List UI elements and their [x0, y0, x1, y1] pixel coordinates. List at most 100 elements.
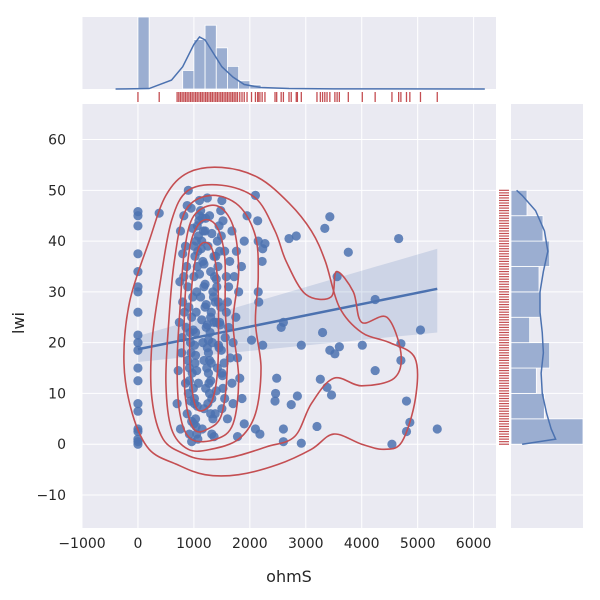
x-histogram-bar	[204, 24, 217, 90]
kde-contour-line	[182, 218, 229, 433]
y-tick-label: 10	[48, 386, 66, 402]
data-point	[296, 438, 306, 448]
kde-contour-line	[149, 183, 403, 461]
data-point	[272, 373, 282, 383]
x-tick-label: 1000	[176, 536, 212, 552]
kde-contour-line	[188, 241, 220, 412]
data-point	[216, 302, 226, 312]
data-point	[220, 332, 230, 343]
data-point	[325, 345, 335, 355]
data-point	[133, 207, 143, 217]
data-point	[291, 231, 301, 241]
data-point	[257, 256, 267, 267]
y-histogram-bar	[510, 266, 540, 293]
data-point	[370, 365, 380, 376]
data-point	[237, 393, 247, 404]
kde-contour-line	[123, 166, 419, 477]
kde-contour-line	[176, 204, 240, 443]
data-point	[317, 327, 328, 338]
data-point	[326, 390, 337, 400]
data-point	[184, 429, 195, 439]
data-point	[253, 216, 263, 226]
main-plot: −1000 0 1000 2000 3000 4000 5000 6000 −10 0 10 20 30…	[36, 104, 496, 552]
data-point	[198, 226, 209, 236]
y-histogram-bar	[510, 393, 545, 420]
x-histogram-bar	[193, 39, 206, 90]
data-point	[253, 287, 263, 297]
data-point	[133, 282, 143, 292]
plot-background	[82, 104, 496, 528]
data-point	[322, 382, 332, 392]
x-axis-label: ohmS	[266, 567, 312, 586]
y-tick-label: 30	[48, 285, 66, 301]
data-point	[189, 241, 199, 251]
data-point	[204, 355, 215, 366]
data-point	[270, 388, 281, 399]
x-tick-label: 0	[133, 536, 142, 552]
y-histogram-bar	[510, 240, 551, 267]
data-point	[222, 414, 233, 424]
data-point	[357, 340, 367, 350]
y-histogram-bar	[510, 189, 528, 217]
data-point	[184, 376, 195, 386]
y-histogram-bar	[510, 342, 551, 369]
data-point	[276, 322, 286, 333]
data-point	[315, 374, 325, 384]
data-point	[225, 256, 235, 267]
right-marginal-plot	[499, 104, 584, 528]
data-point	[213, 261, 223, 272]
data-point	[211, 274, 221, 284]
y-tick-label: 0	[57, 437, 66, 453]
data-point	[200, 279, 210, 289]
data-point	[203, 348, 214, 358]
data-point	[210, 409, 220, 419]
data-point	[133, 307, 143, 317]
y-tick-label: 50	[48, 183, 66, 199]
data-point	[415, 325, 426, 335]
data-point	[432, 424, 442, 434]
data-point	[194, 269, 205, 279]
x-tick-label: 3000	[288, 536, 324, 552]
data-point	[401, 396, 412, 406]
data-point	[258, 244, 268, 254]
data-point	[239, 419, 249, 429]
data-point	[133, 221, 143, 231]
y-histogram-bar	[510, 316, 531, 344]
data-point	[172, 398, 182, 409]
data-point	[189, 340, 200, 350]
data-point	[176, 348, 187, 358]
data-point	[190, 350, 201, 360]
data-point	[192, 365, 202, 376]
data-point	[292, 391, 302, 401]
data-point	[196, 292, 206, 302]
x-histogram-bar	[182, 70, 195, 90]
data-point	[175, 277, 185, 287]
data-point	[206, 312, 216, 322]
y-tick-label: 60	[48, 133, 66, 149]
data-point	[203, 335, 214, 345]
y-histogram-bar	[510, 215, 544, 242]
data-point	[133, 376, 143, 386]
x-histogram-bar	[137, 16, 150, 90]
data-point	[235, 373, 245, 383]
data-point	[334, 342, 344, 352]
data-point	[133, 330, 143, 340]
data-point	[194, 195, 205, 206]
data-point	[278, 424, 289, 434]
data-point	[325, 212, 335, 222]
data-point	[217, 371, 228, 381]
data-point	[188, 325, 198, 335]
x-tick-label: 5000	[400, 536, 436, 552]
data-point	[228, 338, 238, 348]
data-point	[215, 317, 225, 327]
data-point	[212, 282, 222, 292]
data-point	[227, 378, 237, 388]
y-axis-label: lwi	[9, 312, 28, 334]
regression-line	[137, 287, 438, 351]
data-point	[207, 228, 217, 239]
x-tick-label: 2000	[232, 536, 268, 552]
data-point	[387, 439, 397, 449]
x-histogram-bar	[215, 47, 228, 90]
data-point	[216, 206, 226, 216]
data-point	[239, 236, 249, 246]
